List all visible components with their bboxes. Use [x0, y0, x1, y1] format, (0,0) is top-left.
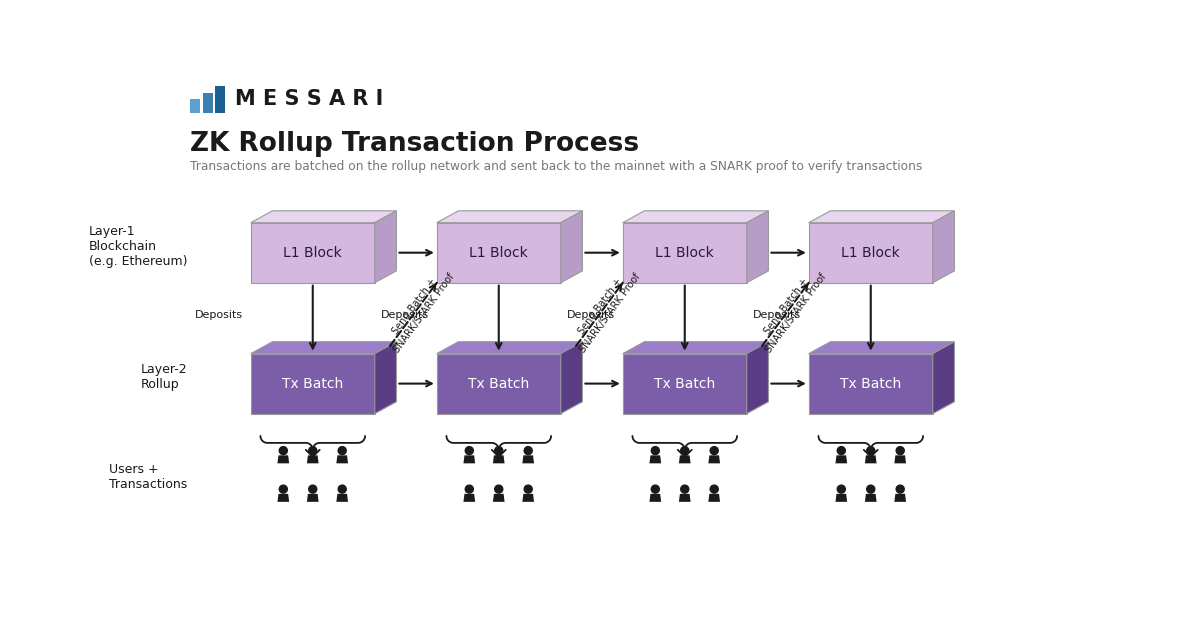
- Circle shape: [280, 485, 287, 493]
- Polygon shape: [522, 494, 534, 502]
- Circle shape: [466, 485, 473, 493]
- Polygon shape: [809, 222, 932, 283]
- Text: Deposits: Deposits: [566, 310, 616, 320]
- Polygon shape: [522, 455, 534, 463]
- Circle shape: [308, 485, 317, 493]
- Polygon shape: [437, 341, 582, 353]
- Circle shape: [494, 485, 503, 493]
- Text: ZK Rollup Transaction Process: ZK Rollup Transaction Process: [191, 131, 640, 157]
- Polygon shape: [649, 494, 661, 502]
- FancyBboxPatch shape: [215, 86, 226, 113]
- Polygon shape: [835, 455, 847, 463]
- Polygon shape: [746, 341, 768, 414]
- Circle shape: [280, 447, 287, 455]
- Circle shape: [494, 447, 503, 455]
- Text: L1 Block: L1 Block: [655, 246, 714, 260]
- Polygon shape: [932, 341, 954, 414]
- Circle shape: [710, 447, 719, 455]
- Polygon shape: [809, 211, 954, 222]
- Polygon shape: [251, 211, 396, 222]
- Circle shape: [524, 485, 533, 493]
- Circle shape: [466, 447, 473, 455]
- Polygon shape: [708, 455, 720, 463]
- Text: L1 Block: L1 Block: [841, 246, 900, 260]
- Text: Tx Batch: Tx Batch: [840, 377, 901, 391]
- Polygon shape: [336, 494, 348, 502]
- Text: Users +
Transactions: Users + Transactions: [109, 463, 187, 491]
- Polygon shape: [623, 211, 768, 222]
- Polygon shape: [679, 455, 690, 463]
- Polygon shape: [437, 353, 560, 414]
- FancyBboxPatch shape: [191, 99, 200, 113]
- Polygon shape: [277, 494, 289, 502]
- Polygon shape: [894, 455, 906, 463]
- Text: Deposits: Deposits: [194, 310, 242, 320]
- Polygon shape: [437, 222, 560, 283]
- Polygon shape: [251, 222, 374, 283]
- Circle shape: [710, 485, 719, 493]
- Polygon shape: [746, 211, 768, 283]
- Circle shape: [838, 485, 845, 493]
- Text: L1 Block: L1 Block: [283, 246, 342, 260]
- Polygon shape: [493, 455, 504, 463]
- Polygon shape: [809, 353, 932, 414]
- Polygon shape: [679, 494, 690, 502]
- Circle shape: [338, 447, 347, 455]
- Polygon shape: [835, 494, 847, 502]
- Polygon shape: [865, 494, 876, 502]
- Text: Tx Batch: Tx Batch: [654, 377, 715, 391]
- FancyBboxPatch shape: [203, 93, 212, 113]
- Polygon shape: [809, 341, 954, 353]
- Text: Deposits: Deposits: [752, 310, 802, 320]
- Polygon shape: [277, 455, 289, 463]
- Circle shape: [866, 447, 875, 455]
- Text: Layer-2
Rollup: Layer-2 Rollup: [140, 364, 187, 391]
- Text: Send Batch +
SNARK/STARK Proof: Send Batch + SNARK/STARK Proof: [755, 265, 828, 355]
- Polygon shape: [894, 494, 906, 502]
- Text: L1 Block: L1 Block: [469, 246, 528, 260]
- Text: Send Batch +
SNARK/STARK Proof: Send Batch + SNARK/STARK Proof: [383, 265, 456, 355]
- Polygon shape: [437, 211, 582, 222]
- Circle shape: [866, 485, 875, 493]
- Polygon shape: [307, 494, 318, 502]
- Text: Transactions are batched on the rollup network and sent back to the mainnet with: Transactions are batched on the rollup n…: [191, 160, 923, 173]
- Text: Tx Batch: Tx Batch: [468, 377, 529, 391]
- Circle shape: [308, 447, 317, 455]
- Circle shape: [838, 447, 845, 455]
- Circle shape: [896, 485, 905, 493]
- Polygon shape: [251, 341, 396, 353]
- Circle shape: [652, 447, 659, 455]
- Polygon shape: [649, 455, 661, 463]
- Polygon shape: [623, 341, 768, 353]
- Polygon shape: [463, 455, 475, 463]
- Circle shape: [680, 447, 689, 455]
- Polygon shape: [560, 211, 582, 283]
- Text: Tx Batch: Tx Batch: [282, 377, 343, 391]
- Polygon shape: [374, 341, 396, 414]
- Polygon shape: [932, 211, 954, 283]
- Polygon shape: [374, 211, 396, 283]
- Polygon shape: [560, 341, 582, 414]
- Polygon shape: [865, 455, 876, 463]
- Polygon shape: [493, 494, 504, 502]
- Text: Deposits: Deposits: [380, 310, 430, 320]
- Circle shape: [680, 485, 689, 493]
- Polygon shape: [623, 353, 746, 414]
- Polygon shape: [623, 222, 746, 283]
- Polygon shape: [251, 353, 374, 414]
- Polygon shape: [307, 455, 318, 463]
- Text: Layer-1
Blockchain
(e.g. Ethereum): Layer-1 Blockchain (e.g. Ethereum): [89, 225, 187, 268]
- Polygon shape: [708, 494, 720, 502]
- Text: M E S S A R I: M E S S A R I: [235, 89, 384, 110]
- Circle shape: [652, 485, 659, 493]
- Polygon shape: [463, 494, 475, 502]
- Circle shape: [896, 447, 905, 455]
- Circle shape: [524, 447, 533, 455]
- Circle shape: [338, 485, 347, 493]
- Text: Send Batch +
SNARK/STARK Proof: Send Batch + SNARK/STARK Proof: [569, 265, 642, 355]
- Polygon shape: [336, 455, 348, 463]
